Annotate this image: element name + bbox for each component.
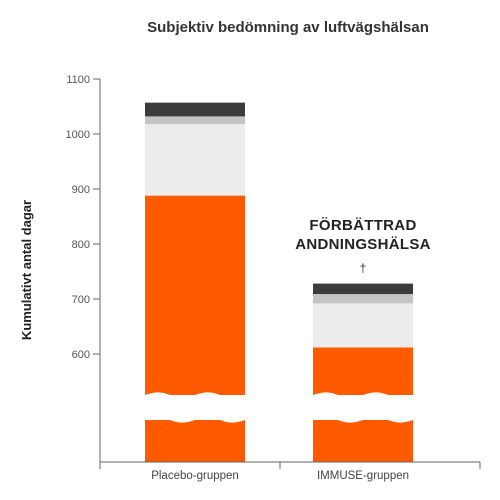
bar-segment (145, 116, 245, 125)
annotation-line-2: ANDNINGSHÄLSA (295, 236, 431, 253)
annotation-marker: † (360, 261, 367, 275)
bar-segment (313, 294, 413, 304)
axis-break-bottom (313, 408, 413, 423)
bar-stack (313, 283, 413, 462)
y-axis: 1100 1000 900 800 700 600 (66, 74, 101, 462)
bar-segment-lower (145, 420, 245, 462)
chart-title: Subjektiv bedömning av luftvägshälsan (147, 19, 429, 36)
x-axis: Placebo-gruppen IMMUSE-gruppen (99, 461, 481, 482)
y-tick-label: 900 (72, 184, 90, 196)
y-tick-label: 800 (72, 239, 90, 251)
axis-break-top (313, 392, 413, 407)
bar-segment (145, 102, 245, 117)
y-tick-label: 1000 (66, 129, 90, 141)
annotation: FÖRBÄTTRAD ANDNINGSHÄLSA † (295, 217, 431, 275)
x-category-label: Placebo-gruppen (151, 470, 239, 482)
axis-break-bottom (145, 408, 245, 423)
y-tick-label: 1100 (66, 74, 90, 86)
x-category-label: IMMUSE-gruppen (317, 470, 409, 482)
bar-segment (313, 347, 413, 395)
bar-segment (145, 195, 245, 395)
annotation-line-1: FÖRBÄTTRAD (309, 217, 416, 234)
y-axis-label: Kumulativt antal dagar (19, 200, 34, 340)
bar-segment (145, 124, 245, 196)
y-tick-label: 700 (72, 294, 90, 306)
bars (145, 102, 413, 462)
bar-segment (313, 283, 413, 295)
bar-segment-lower (313, 420, 413, 462)
bar-stack (145, 102, 245, 462)
y-tick-label: 600 (72, 349, 90, 361)
axis-break-top (145, 392, 245, 407)
bar-segment (313, 303, 413, 348)
